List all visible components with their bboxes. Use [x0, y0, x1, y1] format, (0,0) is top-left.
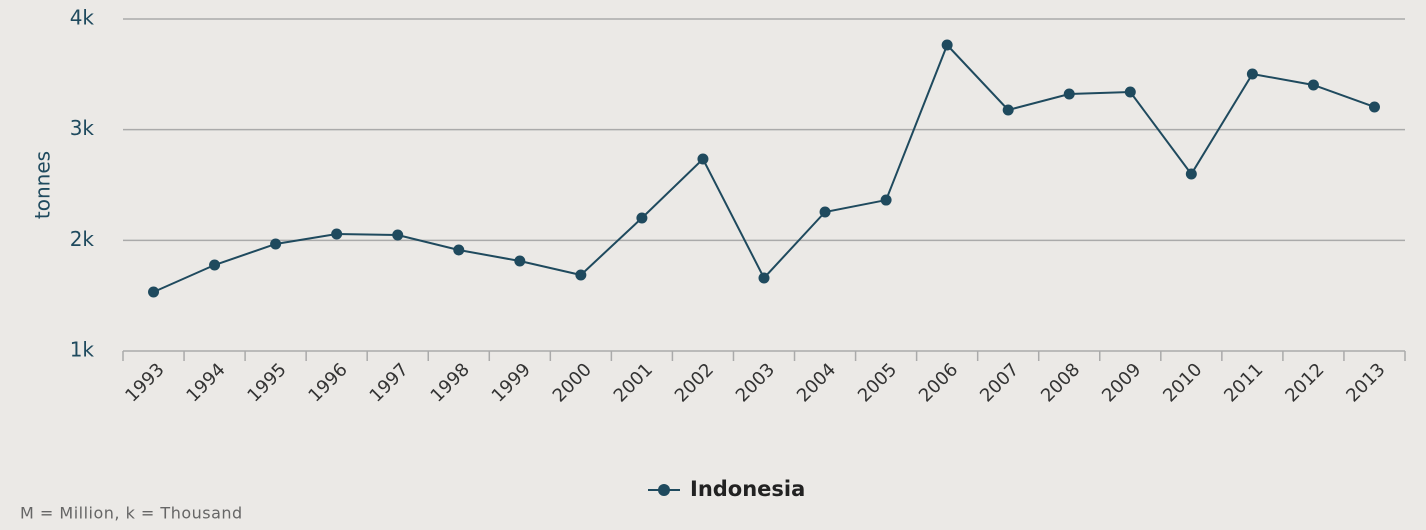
point: [697, 153, 709, 165]
point: [1368, 101, 1380, 113]
y-tick-label: 1k: [70, 338, 95, 362]
legend-label: Indonesia: [690, 477, 805, 501]
point: [636, 212, 648, 224]
point: [758, 272, 770, 284]
y-axis-label: tonnes: [31, 151, 55, 219]
point: [1124, 86, 1136, 98]
point: [1002, 104, 1014, 116]
point: [392, 229, 404, 241]
point: [941, 39, 953, 51]
y-tick-label: 3k: [70, 116, 95, 140]
y-tick-label: 2k: [70, 227, 95, 251]
point: [1063, 88, 1075, 100]
point: [1307, 79, 1319, 91]
footnote: M = Million, k = Thousand: [20, 504, 243, 523]
point: [819, 206, 831, 218]
point: [1246, 68, 1258, 80]
point: [453, 244, 465, 256]
point: [880, 194, 892, 206]
point: [575, 269, 587, 281]
point: [1185, 168, 1197, 180]
point: [514, 255, 526, 267]
point: [270, 238, 282, 250]
point: [331, 228, 343, 240]
legend-marker: [658, 484, 670, 496]
point: [209, 259, 221, 271]
point: [148, 286, 160, 298]
y-tick-label: 4k: [70, 6, 95, 30]
